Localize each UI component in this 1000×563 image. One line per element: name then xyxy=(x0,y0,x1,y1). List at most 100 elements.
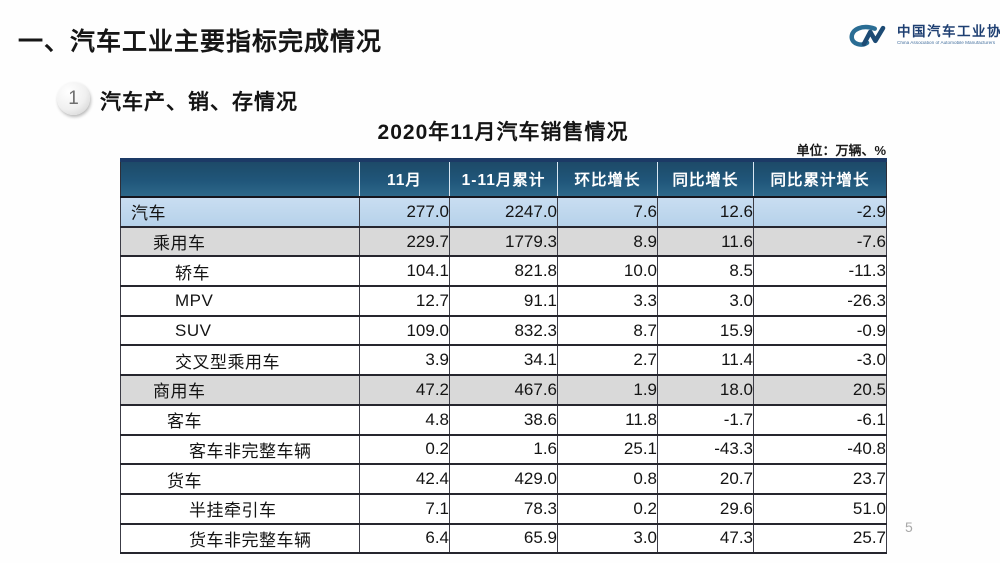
row-value: 109.0 xyxy=(359,314,450,347)
page-number: 5 xyxy=(905,519,913,535)
row-value: 12.6 xyxy=(657,196,754,228)
row-value: 0.2 xyxy=(359,433,450,466)
section-number-badge: 1 xyxy=(57,82,90,115)
row-label: 货车非完整车辆 xyxy=(120,522,360,555)
col-header-mom-growth: 环比增长 xyxy=(557,160,658,198)
row-value: 11.4 xyxy=(657,344,754,377)
row-value: 3.3 xyxy=(557,285,658,317)
table-row: SUV 109.0 832.3 8.7 15.9 -0.9 xyxy=(120,314,887,347)
row-value: 8.9 xyxy=(557,225,658,258)
row-value: 2.7 xyxy=(557,344,658,377)
row-value: -6.1 xyxy=(753,403,887,436)
row-value: 47.2 xyxy=(359,374,450,406)
row-label: 半挂牵引车 xyxy=(120,492,360,525)
row-label: 汽车 xyxy=(120,196,360,228)
row-value: 1.6 xyxy=(449,433,558,466)
row-value: 11.6 xyxy=(657,225,754,258)
row-value: 34.1 xyxy=(449,344,558,377)
row-label: 乘用车 xyxy=(120,225,360,258)
caam-logo-text: 中国汽车工业协会 China Association of Automobile… xyxy=(897,20,1000,47)
row-value: 8.5 xyxy=(657,255,754,288)
row-label: 商用车 xyxy=(120,374,360,406)
table-row: 乘用车 229.7 1779.3 8.9 11.6 -7.6 xyxy=(120,225,887,258)
row-value: 42.4 xyxy=(359,463,450,495)
row-value: -40.8 xyxy=(753,433,887,466)
row-value: 104.1 xyxy=(359,255,450,288)
row-value: 3.9 xyxy=(359,344,450,377)
row-label: MPV xyxy=(120,285,360,317)
row-label: 客车 xyxy=(120,403,360,436)
row-value: 11.8 xyxy=(557,403,658,436)
row-value: 15.9 xyxy=(657,314,754,347)
table-row: 货车非完整车辆 6.4 65.9 3.0 47.3 25.7 xyxy=(120,522,887,555)
row-value: 23.7 xyxy=(753,463,887,495)
row-value: 20.7 xyxy=(657,463,754,495)
table-row: 货车 42.4 429.0 0.8 20.7 23.7 xyxy=(120,463,887,495)
row-value: 1.9 xyxy=(557,374,658,406)
row-value: 51.0 xyxy=(753,492,887,525)
row-value: 47.3 xyxy=(657,522,754,555)
caam-logo-icon xyxy=(849,24,886,47)
row-value: 91.1 xyxy=(449,285,558,317)
table-row: 商用车 47.2 467.6 1.9 18.0 20.5 xyxy=(120,374,887,406)
table-header-row: 11月 1-11月累计 环比增长 同比增长 同比累计增长 xyxy=(120,160,887,198)
row-value: -1.7 xyxy=(657,403,754,436)
row-value: 29.6 xyxy=(657,492,754,525)
row-value: 1779.3 xyxy=(449,225,558,258)
row-label: SUV xyxy=(120,314,360,347)
row-value: 7.1 xyxy=(359,492,450,525)
row-value: 8.7 xyxy=(557,314,658,347)
table-row: 客车 4.8 38.6 11.8 -1.7 -6.1 xyxy=(120,403,887,436)
row-value: -26.3 xyxy=(753,285,887,317)
row-value: 7.6 xyxy=(557,196,658,228)
caam-logo: 中国汽车工业协会 China Association of Automobile… xyxy=(846,20,1000,52)
row-label: 交叉型乘用车 xyxy=(120,344,360,377)
row-value: 277.0 xyxy=(359,196,450,228)
row-label: 客车非完整车辆 xyxy=(120,433,360,466)
row-label: 货车 xyxy=(120,463,360,495)
col-header-cumulative: 1-11月累计 xyxy=(449,160,558,198)
row-value: 4.8 xyxy=(359,403,450,436)
row-value: -2.9 xyxy=(753,196,887,228)
row-value: 20.5 xyxy=(753,374,887,406)
table-row: 汽车 277.0 2247.0 7.6 12.6 -2.9 xyxy=(120,196,887,228)
table-row: MPV 12.7 91.1 3.3 3.0 -26.3 xyxy=(120,285,887,317)
col-header-yoy-cumulative-growth: 同比累计增长 xyxy=(753,160,887,198)
row-value: 832.3 xyxy=(449,314,558,347)
col-header-yoy-growth: 同比增长 xyxy=(657,160,754,198)
row-value: 18.0 xyxy=(657,374,754,406)
caam-name-cn: 中国汽车工业协会 xyxy=(897,24,1000,39)
caam-name-en: China Association of Automobile Manufact… xyxy=(897,41,996,46)
row-value: 429.0 xyxy=(449,463,558,495)
row-value: 65.9 xyxy=(449,522,558,555)
row-value: -3.0 xyxy=(753,344,887,377)
row-value: 6.4 xyxy=(359,522,450,555)
row-value: -7.6 xyxy=(753,225,887,258)
row-value: 0.2 xyxy=(557,492,658,525)
row-value: 0.8 xyxy=(557,463,658,495)
col-header-category xyxy=(120,160,360,198)
row-label: 轿车 xyxy=(120,255,360,288)
sales-table: 11月 1-11月累计 环比增长 同比增长 同比累计增长 汽车 277.0 22… xyxy=(120,158,887,555)
row-value: 25.1 xyxy=(557,433,658,466)
table-body: 汽车 277.0 2247.0 7.6 12.6 -2.9 乘用车 229.7 … xyxy=(120,196,887,555)
table-row: 交叉型乘用车 3.9 34.1 2.7 11.4 -3.0 xyxy=(120,344,887,377)
row-value: 78.3 xyxy=(449,492,558,525)
row-value: 467.6 xyxy=(449,374,558,406)
table-row: 客车非完整车辆 0.2 1.6 25.1 -43.3 -40.8 xyxy=(120,433,887,466)
table-title: 2020年11月汽车销售情况 xyxy=(377,121,629,144)
row-value: -11.3 xyxy=(753,255,887,288)
table-row: 半挂牵引车 7.1 78.3 0.2 29.6 51.0 xyxy=(120,492,887,525)
row-value: 10.0 xyxy=(557,255,658,288)
row-value: 38.6 xyxy=(449,403,558,436)
row-value: 821.8 xyxy=(449,255,558,288)
row-value: 3.0 xyxy=(557,522,658,555)
row-value: -43.3 xyxy=(657,433,754,466)
subsection-title: 汽车产、销、存情况 xyxy=(100,91,298,114)
row-value: -0.9 xyxy=(753,314,887,347)
row-value: 12.7 xyxy=(359,285,450,317)
section-title: 一、汽车工业主要指标完成情况 xyxy=(18,28,383,56)
unit-note: 单位：万辆、% xyxy=(796,143,886,158)
row-value: 229.7 xyxy=(359,225,450,258)
row-value: 2247.0 xyxy=(449,196,558,228)
